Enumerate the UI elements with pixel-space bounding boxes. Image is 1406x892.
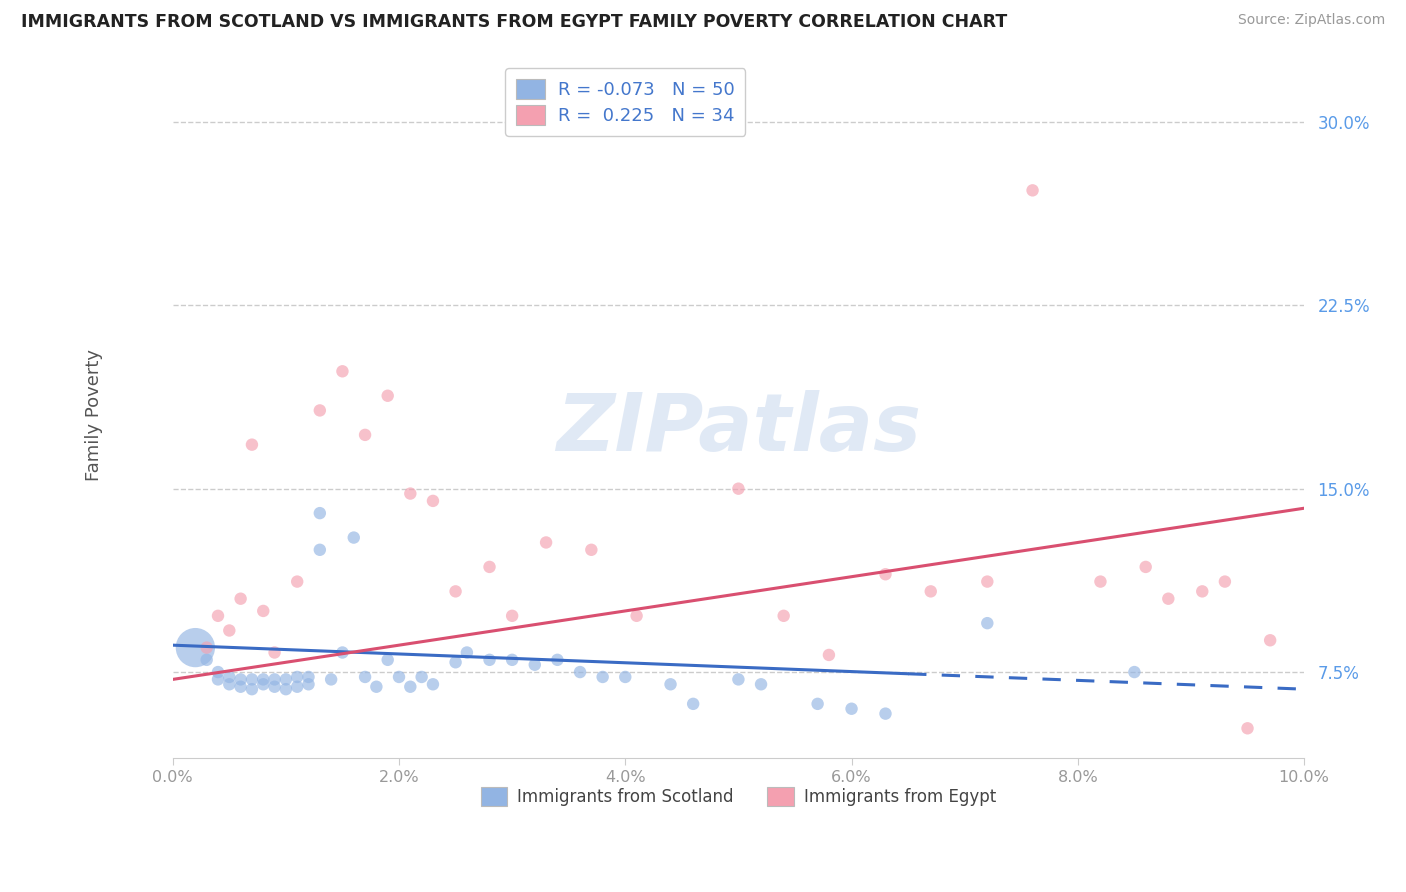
Point (523, 657, 546, 672)
Point (332, 646, 354, 660)
Point (263, 646, 285, 660)
Point (274, 682, 297, 697)
Point (841, 702, 863, 716)
Point (1191, 584, 1213, 599)
Point (1258, 633, 1281, 648)
Point (252, 673, 274, 687)
Point (207, 665, 229, 679)
Point (626, 608, 648, 623)
Point (444, 655, 467, 669)
Point (749, 677, 772, 691)
Point (411, 670, 433, 684)
Point (422, 677, 444, 691)
Point (195, 653, 218, 667)
Point (252, 604, 274, 618)
Point (581, 542, 603, 557)
Point (240, 682, 263, 697)
Point (285, 680, 308, 694)
Text: ZIPatlas: ZIPatlas (555, 390, 921, 468)
Point (1135, 560, 1157, 574)
Point (920, 584, 942, 599)
Point (659, 677, 682, 691)
Point (184, 640, 207, 655)
Point (422, 494, 444, 508)
Point (229, 680, 252, 694)
Point (501, 653, 523, 667)
Point (240, 673, 263, 687)
Point (399, 486, 422, 500)
Point (1090, 574, 1112, 589)
Point (976, 574, 998, 589)
Point (366, 680, 388, 694)
Point (285, 670, 308, 684)
Point (218, 677, 240, 691)
Point (501, 608, 523, 623)
Point (285, 574, 308, 589)
Point (377, 653, 399, 667)
Point (207, 673, 229, 687)
Point (263, 680, 285, 694)
Point (399, 680, 422, 694)
Text: Source: ZipAtlas.com: Source: ZipAtlas.com (1237, 13, 1385, 28)
Point (976, 616, 998, 631)
Point (343, 531, 366, 545)
Point (546, 653, 568, 667)
Point (818, 648, 841, 662)
Point (252, 677, 274, 691)
Point (218, 624, 240, 638)
Point (354, 428, 377, 442)
Point (308, 542, 330, 557)
Point (332, 364, 354, 378)
Point (263, 673, 285, 687)
Point (377, 389, 399, 403)
Point (354, 670, 377, 684)
Point (1021, 183, 1043, 197)
Point (592, 670, 614, 684)
Point (534, 535, 557, 549)
Point (321, 673, 343, 687)
Point (875, 706, 897, 721)
Point (297, 670, 319, 684)
Point (478, 560, 501, 574)
Point (229, 591, 252, 606)
Point (1157, 591, 1180, 606)
Point (444, 584, 467, 599)
Point (727, 482, 749, 496)
Point (875, 567, 897, 582)
Point (1236, 721, 1258, 735)
Point (807, 697, 830, 711)
Point (297, 677, 319, 691)
Point (727, 673, 749, 687)
Legend: Immigrants from Scotland, Immigrants from Egypt: Immigrants from Scotland, Immigrants fro… (472, 779, 1004, 814)
Point (308, 403, 330, 417)
Y-axis label: Family Poverty: Family Poverty (86, 350, 103, 482)
Point (614, 670, 637, 684)
Point (207, 608, 229, 623)
Point (772, 608, 794, 623)
Point (195, 640, 218, 655)
Point (218, 670, 240, 684)
Point (308, 506, 330, 520)
Point (1213, 574, 1236, 589)
Point (274, 673, 297, 687)
Text: IMMIGRANTS FROM SCOTLAND VS IMMIGRANTS FROM EGYPT FAMILY POVERTY CORRELATION CHA: IMMIGRANTS FROM SCOTLAND VS IMMIGRANTS F… (21, 13, 1007, 31)
Point (240, 437, 263, 451)
Point (456, 646, 478, 660)
Point (1123, 665, 1146, 679)
Point (569, 665, 592, 679)
Point (478, 653, 501, 667)
Point (682, 697, 704, 711)
Point (229, 673, 252, 687)
Point (388, 670, 411, 684)
